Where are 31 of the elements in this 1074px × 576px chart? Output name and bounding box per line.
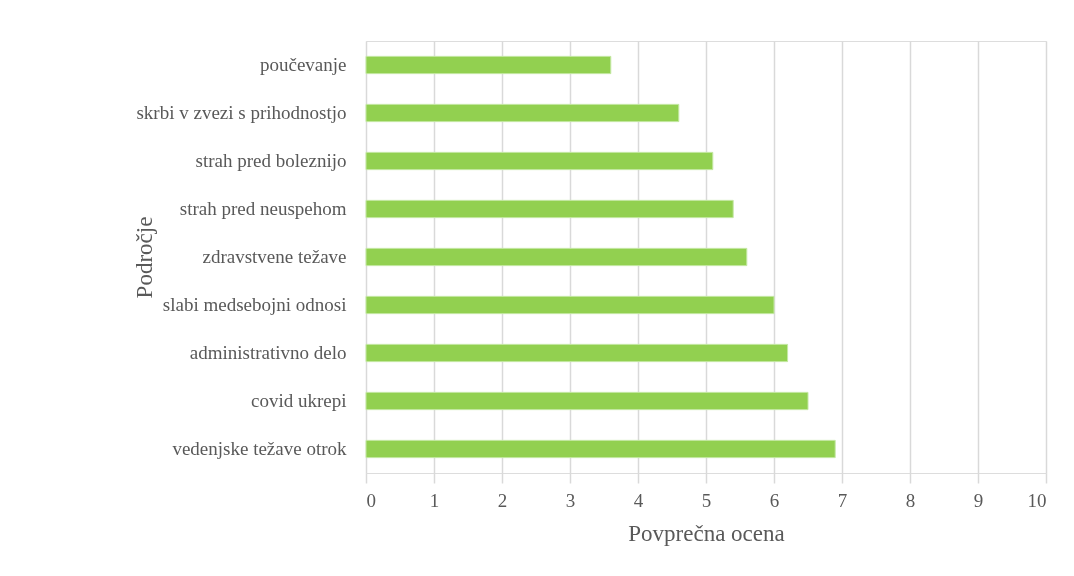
y-tick-label: zdravstvene težave xyxy=(202,246,347,267)
y-tick-label: strah pred boleznijo xyxy=(195,150,347,171)
y-tick-label: slabi medsebojni odnosi xyxy=(162,294,347,315)
y-tick-label: vedenjske težave otrok xyxy=(172,438,347,459)
y-tick-label: strah pred neuspehom xyxy=(179,198,347,219)
bar xyxy=(365,439,836,459)
bar xyxy=(365,55,612,75)
bar xyxy=(365,295,775,315)
y-tick-label: administrativno delo xyxy=(189,342,347,363)
x-tick-label: 9 xyxy=(973,489,984,511)
bar xyxy=(365,199,734,219)
y-tick-label: poučevanje xyxy=(259,54,347,75)
y-tick-label: skrbi v zvezi s prihodnostjo xyxy=(136,102,347,123)
x-tick-label: 10 xyxy=(1027,489,1047,511)
x-axis-title: Povprečna ocena xyxy=(628,520,785,546)
bar xyxy=(365,247,748,267)
x-tick-label: 1 xyxy=(429,489,440,511)
bar xyxy=(365,151,714,171)
bar xyxy=(365,103,680,123)
y-axis-title: Področje xyxy=(131,216,157,299)
bar xyxy=(365,343,789,363)
x-tick-label: 6 xyxy=(769,489,780,511)
x-tick-label: 8 xyxy=(905,489,916,511)
y-tick-label: covid ukrepi xyxy=(250,390,347,411)
x-tick-label: 2 xyxy=(497,489,508,511)
x-tick-label: 5 xyxy=(701,489,712,511)
x-tick-label: 4 xyxy=(633,489,644,511)
x-tick-label: 7 xyxy=(837,489,848,511)
x-tick-label: 0 xyxy=(366,489,376,511)
bar xyxy=(365,391,809,411)
x-tick-label: 3 xyxy=(565,489,576,511)
